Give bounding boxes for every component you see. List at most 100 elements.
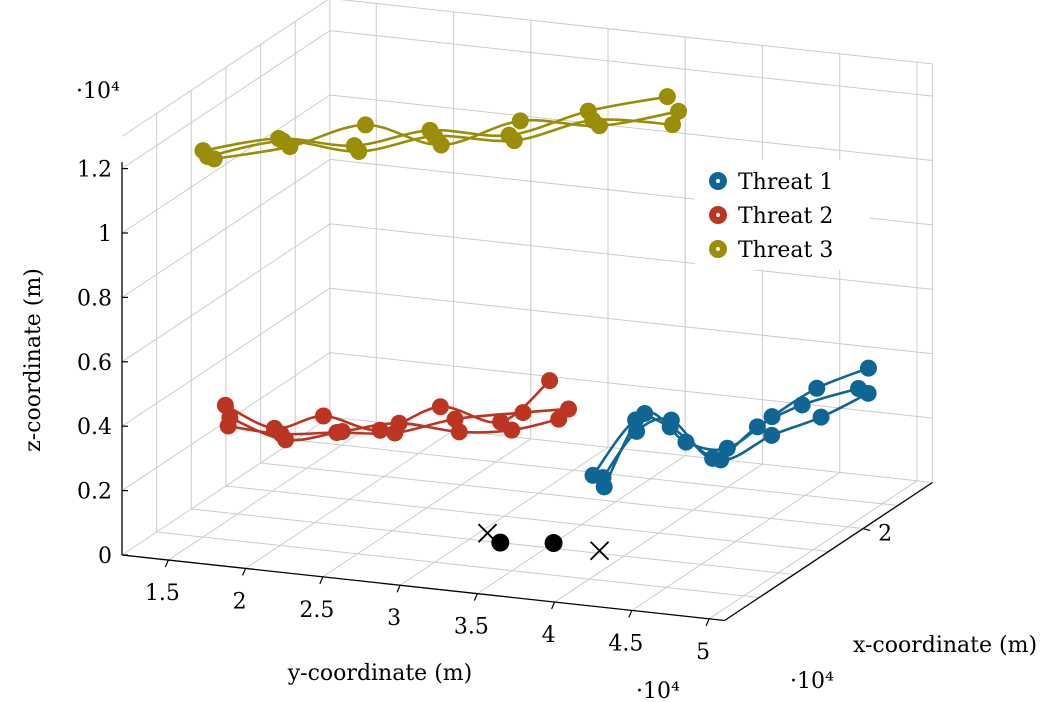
grid-back-z: [329, 30, 933, 97]
trajectory-point: [350, 143, 368, 161]
dot-marker: [491, 533, 510, 552]
x-axis-label: x-coordinate (m): [853, 633, 1037, 658]
trajectory-point: [431, 398, 449, 416]
y-tick-mark: [551, 601, 556, 610]
y-tick-mark: [705, 618, 710, 627]
cross-marker: [589, 541, 610, 561]
trajectory-point: [763, 408, 781, 426]
trajectory-point: [357, 116, 375, 134]
legend-marker-dot-threat3: [716, 247, 720, 251]
x-multiplier: ·10⁴: [790, 669, 834, 694]
dot-marker: [544, 534, 563, 553]
z-tick-label: 0.6: [77, 351, 112, 376]
grid-side-z: [121, 30, 331, 170]
z-multiplier: ·10⁴: [76, 79, 120, 104]
trajectory-point: [541, 372, 559, 390]
trajectory-point: [511, 112, 529, 130]
y-tick-mark: [396, 585, 401, 593]
trajectory-point: [584, 466, 602, 484]
trajectory-point: [514, 404, 532, 422]
y-tick-mark: [164, 559, 169, 568]
y-tick-mark: [628, 610, 633, 618]
grid-back-z: [329, 287, 933, 355]
trajectory-point: [808, 379, 826, 397]
trajectory-point: [584, 111, 602, 129]
grid-side-z: [121, 287, 331, 427]
x-tick-label: 2: [878, 522, 892, 547]
grid-back-z: [329, 223, 933, 290]
trajectory-point: [198, 147, 216, 165]
y-axis-line: [121, 554, 725, 622]
axes: [121, 162, 933, 622]
tick-labels: 0 0.2 0.4 0.6 0.8 1 1.2 1.5 2 2.5 3 3.5 4 4.5 5 2: [77, 158, 892, 665]
y-tick-label: 2: [233, 589, 247, 614]
trajectory-point: [503, 421, 521, 439]
legend-label-threat1: Threat 1: [738, 170, 833, 195]
z-tick-label: 0.2: [77, 480, 112, 505]
legend: Threat 1 Threat 2 Threat 3: [695, 160, 870, 270]
grid-side-z: [121, 158, 331, 298]
cross-stroke: [589, 541, 610, 561]
grid-edge: [339, 0, 933, 65]
trajectory-point: [425, 127, 443, 145]
trajectory-point: [274, 132, 292, 150]
z-tick-label: 0.8: [77, 286, 112, 311]
z-tick-label: 1.2: [77, 158, 112, 183]
legend-marker-dot-threat2: [716, 213, 720, 217]
trajectory-point: [661, 418, 679, 436]
series-threat1: [584, 359, 877, 496]
grid-lines: [121, 0, 933, 620]
x-tick-mark: [862, 527, 871, 532]
legend-label-threat3: Threat 3: [738, 238, 833, 263]
y-tick-label: 3.5: [454, 615, 489, 640]
trajectory-point: [560, 400, 578, 418]
series-threat2: [216, 372, 578, 449]
reference-markers: [477, 523, 610, 561]
grid-floor-x: [225, 485, 829, 553]
legend-item-threat1: Threat 1: [709, 170, 833, 195]
grid-floor-x: [260, 462, 864, 530]
trajectory-point: [314, 407, 332, 425]
y-tick-label: 1.5: [145, 581, 180, 606]
z-axis-label: z-coordinate (m): [21, 268, 46, 452]
series-threat3: [194, 88, 688, 168]
grid-side-z: [121, 223, 331, 363]
grid-back-z: [329, 352, 933, 419]
trajectory-point: [595, 478, 613, 496]
trajectory-point: [859, 359, 877, 377]
cross-stroke: [477, 523, 498, 543]
series-group: [194, 88, 877, 496]
trajectory-point: [812, 408, 830, 426]
trajectory-point: [328, 424, 346, 441]
trajectory-point: [627, 411, 645, 429]
y-tick-mark: [242, 568, 247, 576]
y-tick-mark: [319, 576, 324, 585]
legend-label-threat2: Threat 2: [738, 204, 833, 229]
y-tick-label: 4: [542, 623, 556, 648]
y-tick-label: 3: [387, 606, 401, 631]
legend-item-threat3: Threat 3: [709, 238, 833, 263]
legend-item-threat2: Threat 2: [709, 204, 833, 229]
y-tick-label: 2.5: [299, 598, 334, 623]
y-tick-mark: [473, 593, 478, 601]
z-tick-label: 1: [98, 222, 112, 247]
trajectory-point: [446, 410, 464, 428]
trajectory-point: [658, 88, 676, 106]
grid-back-z: [329, 94, 933, 162]
trajectory-point: [219, 417, 237, 435]
trajectory-point: [763, 426, 781, 444]
grid-side-z: [121, 94, 331, 234]
trajectory-point: [670, 102, 688, 120]
trajectory-point: [712, 451, 730, 469]
trajectory-point: [505, 132, 523, 150]
legend-marker-dot-threat1: [716, 179, 720, 183]
z-tick-label: 0.4: [77, 415, 112, 440]
grid-floor-x: [156, 531, 760, 599]
trajectory-point: [677, 433, 695, 451]
y-tick-label: 4.5: [608, 631, 643, 656]
grid-edge: [121, 0, 329, 137]
y-tick-label: 5: [696, 640, 710, 665]
x-axis-line: [724, 481, 933, 622]
y-axis-label: y-coordinate (m): [287, 661, 472, 686]
